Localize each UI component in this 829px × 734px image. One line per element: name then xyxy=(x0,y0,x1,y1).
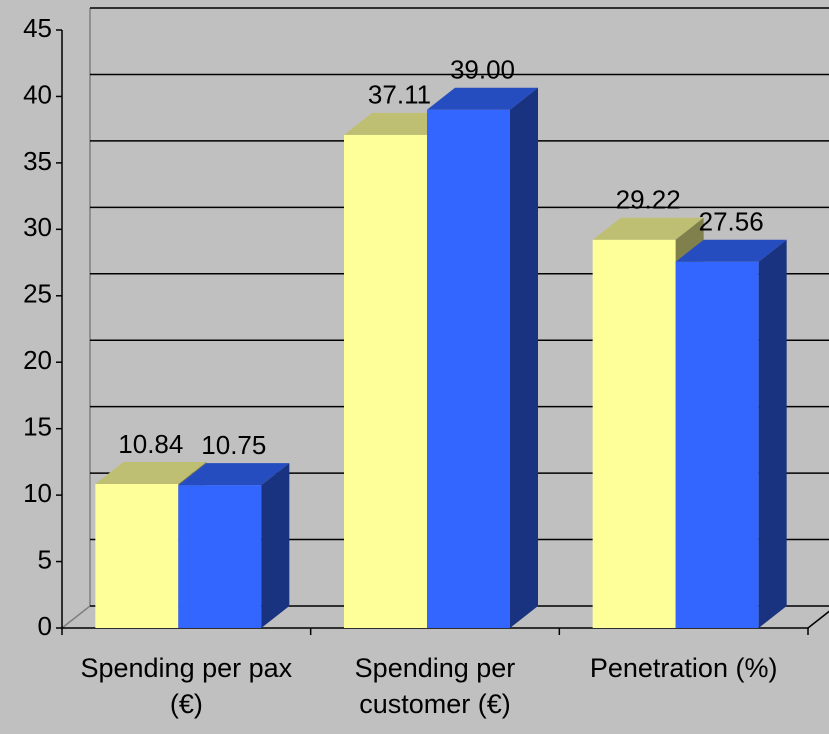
x-tick-label: Penetration (%) xyxy=(589,653,778,683)
bar xyxy=(178,485,262,628)
y-tick-label: 35 xyxy=(23,146,52,176)
bar-top xyxy=(95,461,207,484)
bar-side xyxy=(510,87,538,628)
y-tick-label: 25 xyxy=(23,279,52,309)
bar xyxy=(592,239,676,628)
x-tick-label: Spending per pax (€) xyxy=(80,653,293,719)
bar-top xyxy=(675,239,787,262)
bar-side xyxy=(261,463,290,628)
bar-side xyxy=(758,239,787,628)
data-label: 10.84 xyxy=(118,429,183,459)
bar-top xyxy=(427,87,538,110)
y-tick-label: 40 xyxy=(23,79,52,109)
data-label: 27.56 xyxy=(699,207,764,237)
bar xyxy=(95,483,179,628)
y-tick-label: 5 xyxy=(38,544,52,574)
y-tick-label: 20 xyxy=(23,345,52,375)
y-tick-label: 0 xyxy=(38,611,52,641)
data-label: 29.22 xyxy=(616,185,681,215)
x-tick-label: Spending per customer (€) xyxy=(354,653,516,719)
bar-top xyxy=(592,217,704,240)
bar xyxy=(675,261,759,628)
bar xyxy=(344,134,427,628)
floor-left-edge xyxy=(61,605,91,629)
bar xyxy=(427,109,510,628)
y-tick-label: 10 xyxy=(23,478,52,508)
floor-right-edge xyxy=(807,610,829,629)
y-tick-label: 30 xyxy=(23,212,52,242)
y-tick-label: 15 xyxy=(23,412,52,442)
data-label: 37.11 xyxy=(368,80,431,110)
bar-top xyxy=(178,463,290,486)
y-tick-label: 45 xyxy=(23,13,52,43)
data-label: 39.00 xyxy=(450,55,515,85)
data-label: 10.75 xyxy=(201,430,266,460)
